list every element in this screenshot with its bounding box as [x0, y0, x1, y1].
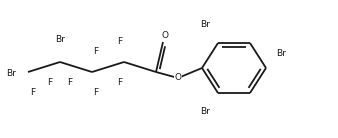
- Text: F: F: [47, 78, 53, 87]
- Text: O: O: [162, 31, 169, 40]
- Text: F: F: [93, 47, 99, 56]
- Text: Br: Br: [200, 107, 210, 116]
- Text: F: F: [117, 78, 123, 87]
- Text: Br: Br: [55, 35, 65, 44]
- Text: F: F: [30, 88, 35, 97]
- Text: O: O: [174, 74, 182, 83]
- Text: Br: Br: [6, 70, 16, 79]
- Text: Br: Br: [276, 50, 286, 59]
- Text: F: F: [117, 37, 123, 46]
- Text: F: F: [68, 78, 73, 87]
- Text: F: F: [93, 88, 99, 97]
- Text: Br: Br: [200, 20, 210, 29]
